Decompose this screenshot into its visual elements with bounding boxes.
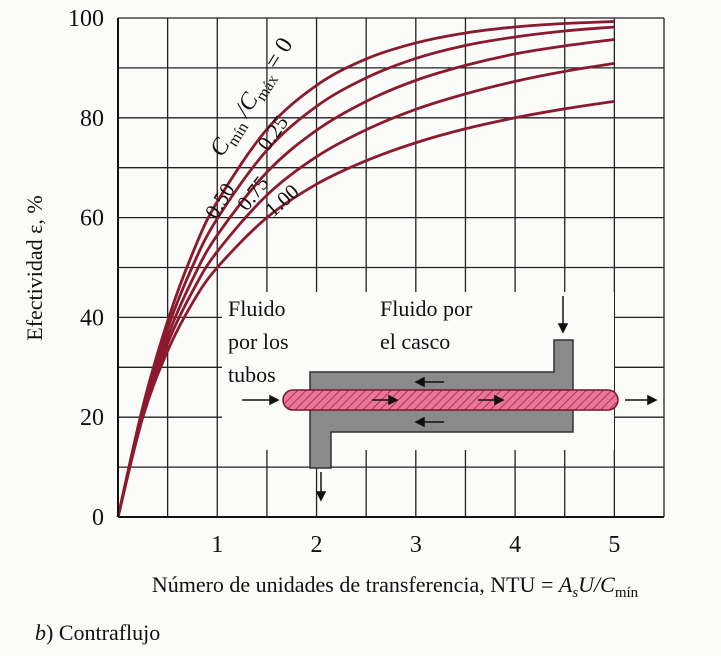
curve <box>116 62 615 518</box>
x-tick-label: 1 <box>211 532 223 558</box>
shell-fluid-label: el casco <box>380 329 450 354</box>
y-tick-label: 80 <box>80 106 104 132</box>
y-tick-label: 0 <box>92 505 104 531</box>
x-tick-label: 2 <box>311 532 323 558</box>
shell-fluid-label: Fluido por <box>380 296 473 321</box>
tube <box>282 389 619 411</box>
inset-diagram: Fluido por los tubos Fluido por el casco <box>222 292 658 502</box>
tube-fluid-label: Fluido <box>228 296 285 321</box>
x-axis-label-part: A <box>557 572 573 597</box>
y-tick-label: 60 <box>80 206 104 232</box>
tube-fluid-label: tubos <box>228 362 276 387</box>
curve <box>116 38 615 518</box>
y-axis-label: Efectividad ε, % <box>22 195 47 340</box>
flow-arrows <box>242 296 658 502</box>
y-tick-label: 100 <box>68 6 104 32</box>
curves <box>116 20 615 518</box>
x-tick-label: 3 <box>410 532 422 558</box>
caption: b) Contraflujo <box>35 620 160 645</box>
caption-part: b <box>35 620 46 645</box>
axes: 1 2 3 4 5 0 20 40 60 80 100 <box>68 6 664 558</box>
x-axis-label: Número de unidades de transferencia, NTU… <box>152 572 639 601</box>
x-axis-label-part: s <box>572 585 578 601</box>
tube-fluid-label: por los <box>228 329 289 354</box>
curve <box>116 25 615 518</box>
y-tick-label: 40 <box>80 305 104 331</box>
x-axis-label-part: U/C <box>578 572 615 597</box>
x-tick-label: 5 <box>608 532 620 558</box>
y-tick-label: 20 <box>80 405 104 431</box>
x-axis-label-part: mín <box>615 585 639 601</box>
curve <box>116 99 615 518</box>
curve <box>116 20 615 518</box>
caption-part: ) Contraflujo <box>46 620 160 645</box>
x-axis-label-part: Número de unidades de transferencia, NTU… <box>152 572 559 597</box>
x-tick-label: 4 <box>509 532 521 558</box>
